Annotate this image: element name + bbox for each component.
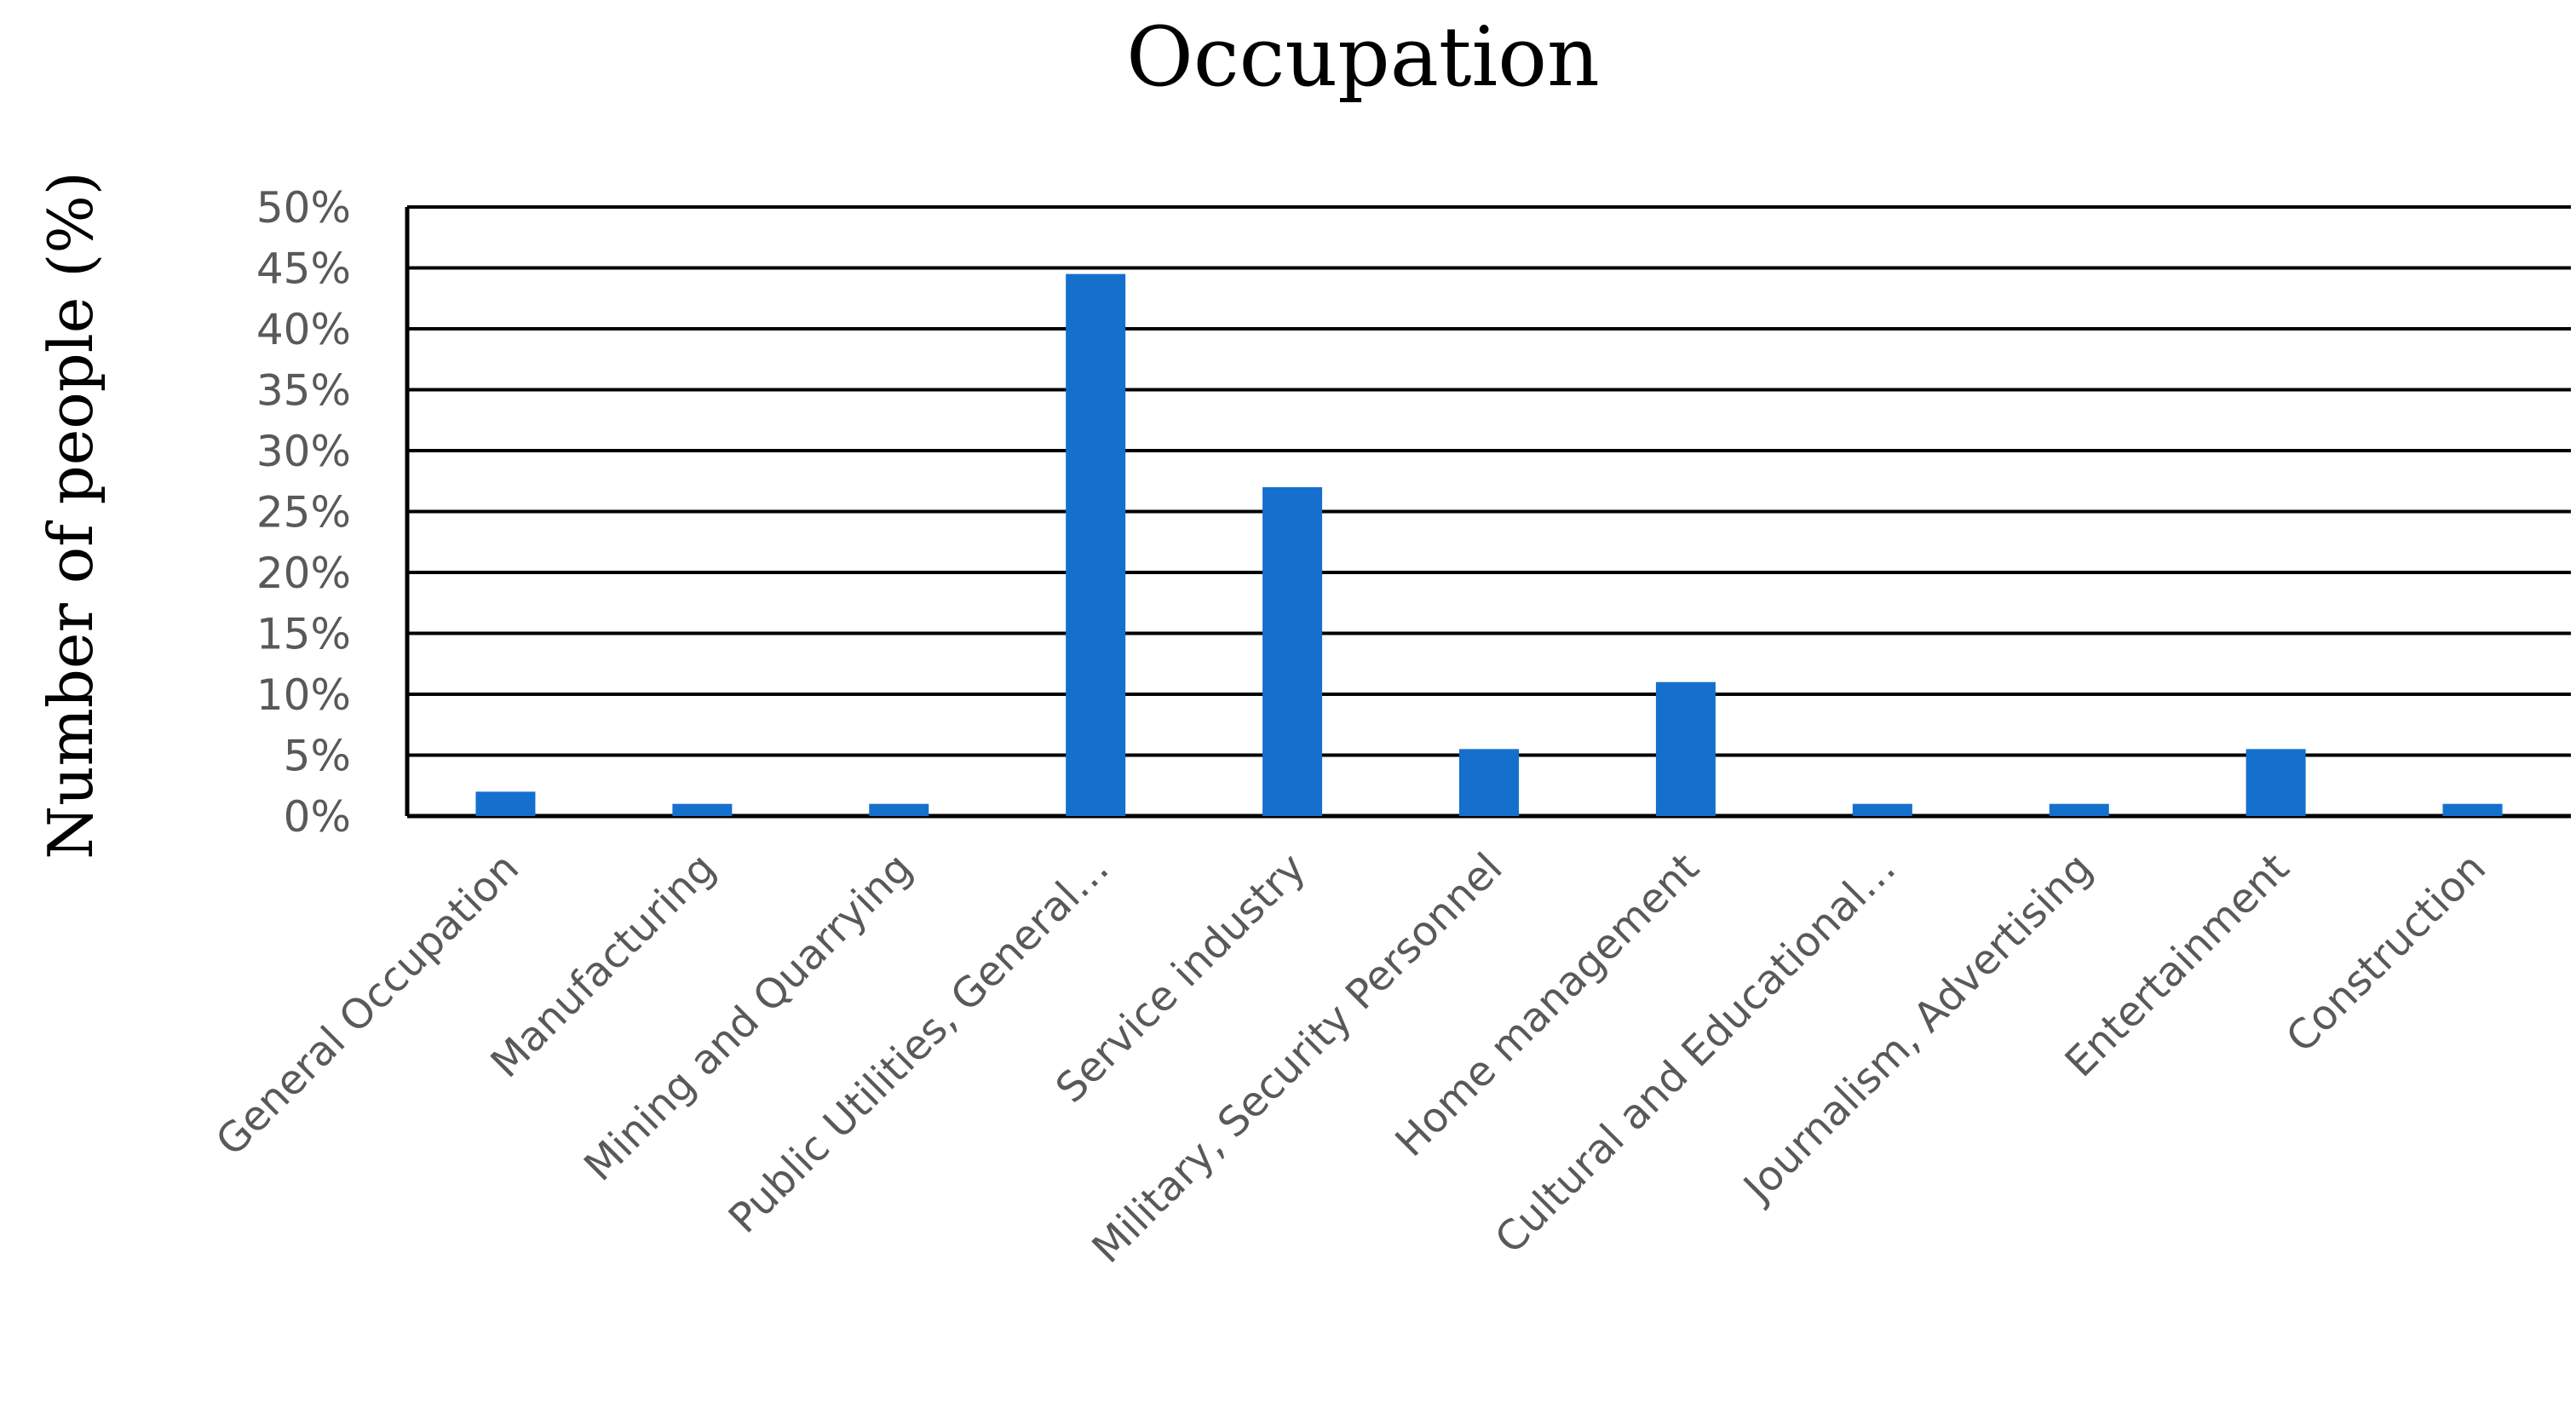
y-tick-label: 40% [256,305,351,354]
gridlines [405,205,2571,819]
bars [475,273,2503,816]
bar [2049,803,2109,816]
x-tick-label: Public Utilities, General… [720,844,1118,1243]
bar [2442,803,2503,816]
y-tick-label: 0% [284,792,351,842]
x-tick-label: Cultural and Educational… [1486,844,1905,1263]
y-tick-label: 5% [284,732,351,781]
y-tick-label: 50% [256,183,351,233]
y-tick-label: 45% [256,244,351,294]
y-axis-label: Number of people (%) [35,171,106,859]
bar [1262,486,1323,816]
bar [672,803,733,816]
bar [475,791,536,816]
y-tick-label: 10% [256,670,351,720]
bar [869,803,929,816]
bar [2245,749,2306,816]
x-tick-label: Military, Security Personnel [1084,844,1512,1273]
y-tick-label: 25% [256,488,351,538]
x-tick-label: Construction [2277,844,2495,1062]
y-tick-label: 15% [256,610,351,659]
bar [1852,803,1912,816]
x-tick-label: Mining and Quarrying [575,844,922,1191]
y-tick-label: 35% [256,366,351,416]
chart-title: Occupation [1126,9,1600,105]
x-tick-label: General Occupation [207,844,528,1165]
bar [1066,273,1126,816]
bar [1459,749,1519,816]
bar [1655,681,1716,816]
y-tick-label: 30% [256,427,351,476]
y-tick-labels: 0% 5% 10% 15% 20% 25% 30% 35% 40% 45% 50% [256,183,351,842]
x-tick-label: Journalism, Advertising [1733,844,2102,1213]
y-tick-label: 20% [256,549,351,598]
